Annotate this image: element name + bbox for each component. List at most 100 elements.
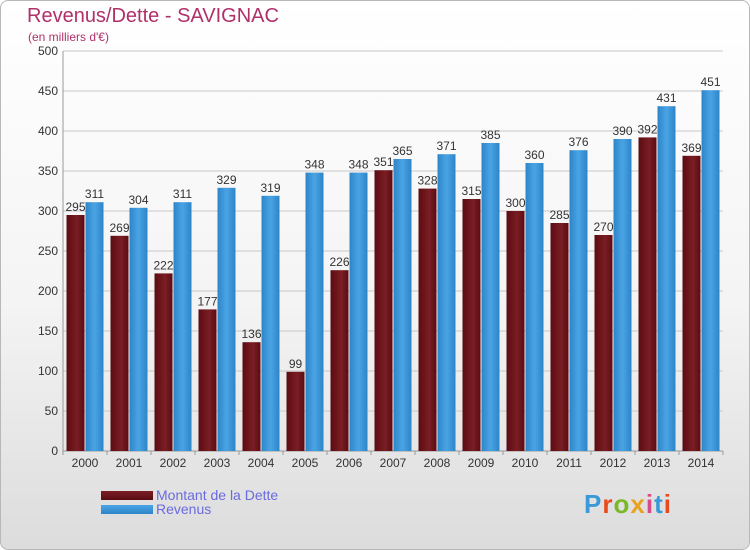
data-label-revenus: 376 — [568, 135, 588, 149]
data-label-revenus: 348 — [348, 158, 368, 172]
data-label-revenus: 390 — [612, 124, 632, 138]
logo-letter: P — [584, 489, 603, 519]
bar-dette — [286, 371, 305, 451]
x-tick-label: 2008 — [424, 456, 451, 470]
bar-dette — [682, 155, 701, 452]
x-tick-label: 2005 — [292, 456, 319, 470]
legend-label-revenus: Revenus — [156, 501, 212, 517]
bar-revenus — [437, 154, 456, 451]
data-label-dette: 177 — [197, 294, 217, 308]
bar-dette — [242, 342, 261, 451]
logo-letter: t — [654, 489, 664, 519]
data-label-revenus: 329 — [216, 173, 236, 187]
y-tick-label: 150 — [38, 324, 58, 338]
legend-label-dette: Montant de la Dette — [156, 487, 279, 503]
x-tick-label: 2014 — [688, 456, 715, 470]
bar-dette — [550, 223, 569, 451]
chart-title: Revenus/Dette - SAVIGNAC — [27, 5, 279, 27]
data-label-dette: 351 — [373, 155, 393, 169]
x-tick-label: 2013 — [644, 456, 671, 470]
bar-revenus — [85, 202, 104, 451]
legend-swatch-dette — [101, 490, 153, 500]
y-tick-label: 450 — [38, 84, 58, 98]
data-label-dette: 136 — [241, 327, 261, 341]
data-label-revenus: 348 — [304, 158, 324, 172]
x-tick-label: 2006 — [336, 456, 363, 470]
bar-revenus — [393, 159, 412, 451]
y-tick-label: 100 — [38, 364, 58, 378]
bar-revenus — [349, 172, 368, 451]
bar-dette — [594, 235, 613, 451]
bar-dette — [110, 235, 129, 451]
chart-subtitle: (en milliers d'€) — [28, 30, 109, 44]
data-label-dette: 226 — [329, 255, 349, 269]
y-tick-label: 200 — [38, 284, 58, 298]
data-label-dette: 328 — [417, 174, 437, 188]
data-label-revenus: 451 — [700, 75, 720, 89]
bar-revenus — [701, 90, 720, 451]
x-tick-label: 2007 — [380, 456, 407, 470]
legend-item-dette: Montant de la Dette — [101, 487, 278, 503]
y-tick-label: 50 — [45, 404, 59, 418]
bar-revenus — [569, 150, 588, 451]
data-label-dette: 315 — [461, 184, 481, 198]
data-label-dette: 295 — [65, 200, 85, 214]
data-label-revenus: 360 — [524, 148, 544, 162]
data-label-dette: 285 — [549, 208, 569, 222]
bar-revenus — [613, 139, 632, 451]
bar-dette — [418, 188, 437, 451]
y-tick-label: 300 — [38, 204, 58, 218]
x-tick-label: 2003 — [204, 456, 231, 470]
bar-revenus — [481, 143, 500, 451]
data-label-revenus: 311 — [85, 187, 104, 201]
bar-revenus — [305, 172, 324, 451]
bar-revenus — [261, 195, 280, 451]
data-label-revenus: 304 — [128, 193, 148, 207]
data-label-revenus: 311 — [173, 187, 192, 201]
bar-revenus — [657, 106, 676, 451]
y-tick-label: 250 — [38, 244, 58, 258]
y-tick-label: 350 — [38, 164, 58, 178]
bar-dette — [154, 273, 173, 451]
logo-letter: x — [630, 489, 646, 519]
x-tick-label: 2004 — [248, 456, 275, 470]
legend-item-revenus: Revenus — [101, 501, 211, 517]
x-tick-label: 2001 — [116, 456, 143, 470]
data-label-revenus: 431 — [656, 91, 676, 105]
data-label-dette: 300 — [505, 196, 525, 210]
proxiti-logo: Proxiti — [584, 489, 672, 520]
data-label-dette: 369 — [681, 141, 701, 155]
y-tick-label: 500 — [38, 44, 58, 58]
bar-revenus — [525, 163, 544, 451]
y-tick-label: 0 — [51, 444, 58, 458]
logo-letter: i — [663, 489, 672, 519]
x-tick-label: 2010 — [512, 456, 539, 470]
data-label-revenus: 385 — [480, 128, 500, 142]
x-tick-label: 2012 — [600, 456, 627, 470]
bar-dette — [198, 309, 217, 451]
x-tick-label: 2000 — [72, 456, 99, 470]
logo-letter: o — [613, 489, 631, 519]
x-tick-label: 2002 — [160, 456, 187, 470]
y-tick-label: 400 — [38, 124, 58, 138]
data-label-dette: 392 — [637, 122, 657, 136]
bar-dette — [66, 215, 85, 451]
bar-dette — [330, 270, 349, 451]
logo-letter: r — [602, 489, 614, 519]
bar-revenus — [173, 202, 192, 451]
data-label-dette: 269 — [109, 221, 129, 235]
data-label-dette: 270 — [593, 220, 613, 234]
data-label-revenus: 371 — [436, 139, 456, 153]
bar-dette — [462, 199, 481, 451]
data-label-revenus: 319 — [260, 181, 280, 195]
x-tick-label: 2011 — [556, 456, 582, 470]
data-label-dette: 99 — [289, 357, 303, 371]
bar-revenus — [129, 207, 148, 451]
legend-swatch-revenus — [101, 504, 153, 514]
data-label-revenus: 365 — [392, 144, 412, 158]
bar-dette — [506, 211, 525, 451]
x-tick-label: 2009 — [468, 456, 495, 470]
data-label-dette: 222 — [153, 258, 173, 272]
